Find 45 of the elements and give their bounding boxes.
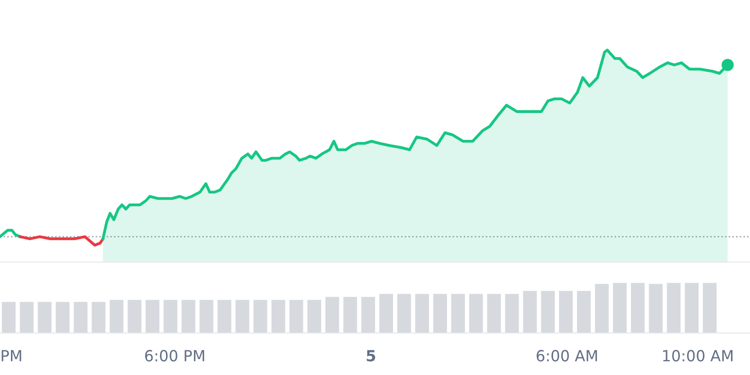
x-tick-label: 5 (366, 350, 376, 362)
bar (361, 296, 376, 333)
x-tick-label: 6:00 AM (536, 350, 597, 362)
bar (218, 300, 232, 333)
bar (415, 294, 429, 333)
bar (128, 300, 142, 333)
bar (666, 282, 681, 333)
bar (684, 282, 699, 333)
bar (577, 290, 591, 333)
bar (379, 294, 394, 333)
bar (487, 294, 501, 333)
bar (630, 282, 645, 333)
x-tick-label: 10:00 AM (663, 350, 732, 362)
bar (541, 290, 555, 333)
bar (236, 300, 250, 333)
bar (612, 282, 627, 333)
bar (343, 296, 358, 333)
bar (146, 300, 160, 333)
bar (2, 302, 16, 333)
bar (289, 300, 304, 333)
bar (92, 302, 106, 333)
bar (594, 284, 609, 333)
bar (559, 290, 573, 333)
bar (20, 302, 34, 333)
x-tick-label: PM (2, 350, 22, 362)
bar (397, 294, 411, 333)
bar (253, 300, 268, 333)
bar (702, 282, 717, 333)
bar (200, 300, 214, 333)
bar (433, 294, 447, 333)
bar (469, 294, 483, 333)
x-tick-label: 6:00 PM (145, 350, 204, 362)
bar (307, 300, 322, 333)
bar (325, 296, 340, 333)
bar (56, 302, 70, 333)
bar (523, 290, 537, 333)
bar (38, 302, 52, 333)
bar (164, 300, 178, 333)
bar (182, 300, 196, 333)
bar (648, 284, 663, 333)
bar (505, 294, 519, 333)
bar (451, 294, 465, 333)
bar (110, 300, 124, 333)
bar (74, 302, 88, 333)
bar (271, 300, 286, 333)
